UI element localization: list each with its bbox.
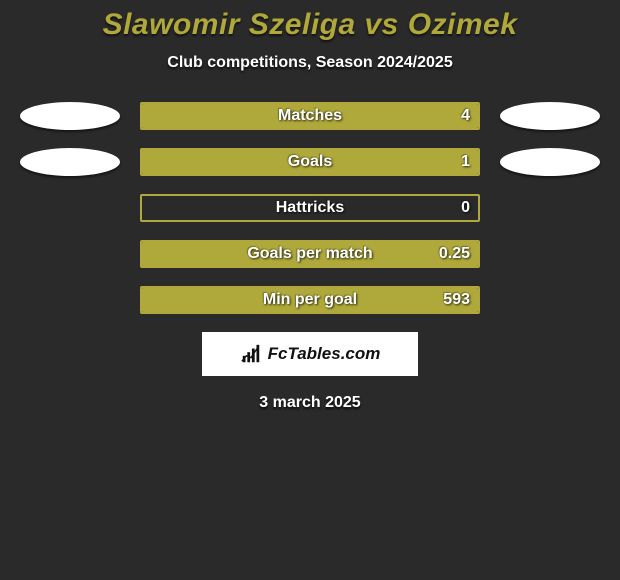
date-label: 3 march 2025 (0, 394, 620, 412)
right-spacer (500, 240, 600, 268)
left-ellipse (20, 148, 120, 176)
stat-rows: Matches 4 Goals 1 Hattricks 0 (0, 102, 620, 314)
stat-row: Matches 4 (0, 102, 620, 130)
stat-label: Hattricks (140, 194, 480, 222)
stat-value: 4 (461, 102, 470, 130)
branding-badge: FcTables.com (202, 332, 418, 376)
stat-label: Min per goal (140, 286, 480, 314)
stat-bar: Hattricks 0 (140, 194, 480, 222)
right-spacer (500, 286, 600, 314)
right-ellipse (500, 148, 600, 176)
left-spacer (20, 194, 120, 222)
stats-card: Slawomir Szeliga vs Ozimek Club competit… (0, 0, 620, 412)
stat-value: 0 (461, 194, 470, 222)
stat-row: Min per goal 593 (0, 286, 620, 314)
subtitle: Club competitions, Season 2024/2025 (0, 54, 620, 72)
stat-row: Goals per match 0.25 (0, 240, 620, 268)
stat-bar: Goals 1 (140, 148, 480, 176)
right-spacer (500, 194, 600, 222)
page-title: Slawomir Szeliga vs Ozimek (0, 8, 620, 42)
stat-bar: Matches 4 (140, 102, 480, 130)
stat-row: Goals 1 (0, 148, 620, 176)
stat-value: 0.25 (439, 240, 470, 268)
brand-text: FcTables.com (268, 344, 381, 364)
stat-label: Goals (140, 148, 480, 176)
stat-row: Hattricks 0 (0, 194, 620, 222)
stat-value: 593 (443, 286, 470, 314)
bar-chart-icon (240, 343, 262, 365)
stat-bar: Goals per match 0.25 (140, 240, 480, 268)
left-spacer (20, 286, 120, 314)
stat-bar: Min per goal 593 (140, 286, 480, 314)
left-ellipse (20, 102, 120, 130)
left-spacer (20, 240, 120, 268)
stat-label: Matches (140, 102, 480, 130)
stat-label: Goals per match (140, 240, 480, 268)
right-ellipse (500, 102, 600, 130)
stat-value: 1 (461, 148, 470, 176)
